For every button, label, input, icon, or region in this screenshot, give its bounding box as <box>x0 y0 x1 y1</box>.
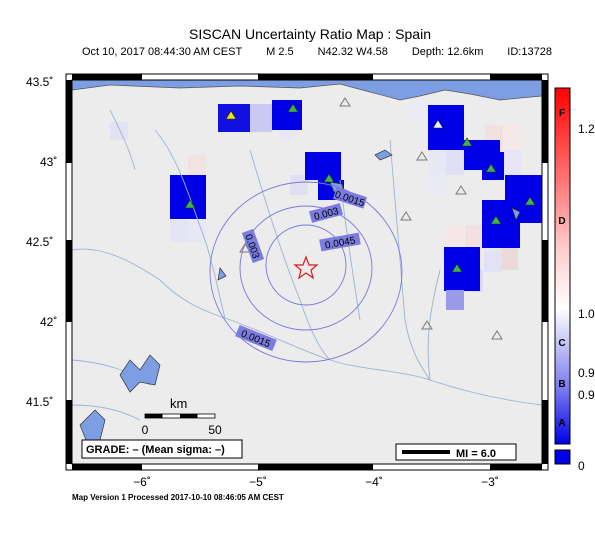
contour-label: 0.0045 <box>324 235 356 251</box>
lon-tick: −5˚ <box>249 475 267 489</box>
longitude-ticks: −6˚ −5˚ −4˚ −3˚ <box>133 475 499 489</box>
colorbar-value: 1.2 <box>578 122 595 136</box>
event-info: Oct 10, 2017 08:44:30 AM CEST M 2.5 N42.… <box>82 46 552 58</box>
lat-tick: 42˚ <box>40 315 57 329</box>
lake-outlines <box>79 149 521 446</box>
event-magnitude: M 2.5 <box>266 46 294 58</box>
mi-legend: MI = 6.0 <box>395 443 517 461</box>
map-frame <box>65 73 549 471</box>
colorbar-value: 0.9 <box>578 388 595 402</box>
grade-box: GRADE: – (Mean sigma: –) <box>81 439 243 459</box>
grade-label: B <box>558 379 565 390</box>
scale-start: 0 <box>142 423 149 437</box>
grade-label: D <box>558 216 565 227</box>
green-stations <box>184 103 536 273</box>
yellow-station <box>225 110 237 120</box>
epicenter-star <box>293 255 319 280</box>
scale-bar: km 0 50 <box>142 396 222 437</box>
colorbar-value: 0.9 <box>578 366 595 380</box>
lat-tick: 43˚ <box>40 155 57 169</box>
map-area <box>72 80 542 464</box>
mi-text: MI = 6.0 <box>456 448 496 460</box>
grade-label: A <box>558 418 565 429</box>
contour-labels: 0.0015 0.003 0.0045 0.003 0.0015 <box>235 187 368 352</box>
ocean <box>72 80 542 101</box>
lat-tick: 43.5˚ <box>26 75 53 89</box>
scale-unit: km <box>170 396 187 411</box>
event-location: N42.32 W4.58 <box>317 46 388 58</box>
lat-tick: 41.5˚ <box>26 395 53 409</box>
map-title: SISCAN Uncertainty Ratio Map : Spain <box>189 26 431 42</box>
lon-tick: −6˚ <box>133 475 151 489</box>
scale-end: 50 <box>208 423 222 437</box>
reference-stations <box>239 97 503 340</box>
colorbar: F D C B A 1.2 1.0 0.9 0.9 0 <box>554 87 595 473</box>
grade-label: C <box>558 338 565 349</box>
lat-tick: 42.5˚ <box>26 235 53 249</box>
uncertainty-contours <box>209 181 403 363</box>
colorbar-value: 1.0 <box>578 307 595 321</box>
lon-tick: −4˚ <box>365 475 383 489</box>
event-id: ID:13728 <box>507 46 552 58</box>
event-time: Oct 10, 2017 08:44:30 AM CEST <box>82 46 243 58</box>
lon-tick: −3˚ <box>481 475 499 489</box>
processing-note: Map Version 1 Processed 2017-10-10 08:46… <box>72 493 284 502</box>
pale-station <box>432 119 444 129</box>
grade-label: F <box>559 108 565 119</box>
latitude-ticks: 43.5˚ 43˚ 42.5˚ 42˚ 41.5˚ <box>26 75 57 409</box>
event-depth: Depth: 12.6km <box>411 46 484 58</box>
grade-text: GRADE: – (Mean sigma: –) <box>86 444 225 456</box>
colorbar-value: 0 <box>578 459 585 473</box>
